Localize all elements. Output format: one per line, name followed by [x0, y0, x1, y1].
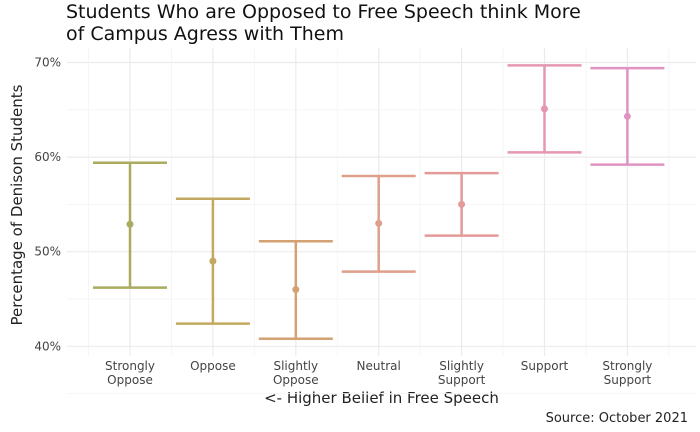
- x-tick-label: Strongly Support: [602, 359, 652, 387]
- x-tick-label: Slightly Oppose: [273, 359, 319, 387]
- x-tick-label: Neutral: [357, 359, 401, 373]
- y-tick-label: 60%: [34, 150, 61, 164]
- x-tick-label: Oppose: [190, 359, 236, 373]
- x-tick-label: Strongly Oppose: [105, 359, 155, 387]
- y-tick-label: 40%: [34, 339, 61, 353]
- chart-title: Students Who are Opposed to Free Speech …: [66, 1, 581, 45]
- y-tick-label: 70%: [34, 56, 61, 70]
- data-point: [209, 257, 217, 265]
- x-tick-label: Slightly Support: [438, 359, 486, 387]
- x-tick-label: Support: [521, 359, 569, 373]
- data-point: [292, 286, 300, 294]
- y-tick-label: 50%: [34, 245, 61, 259]
- data-point: [541, 105, 548, 113]
- data-point: [458, 200, 466, 208]
- caption: Source: October 2021: [545, 411, 688, 426]
- data-point: [126, 220, 134, 228]
- data-point: [375, 219, 383, 227]
- data-point: [623, 112, 631, 120]
